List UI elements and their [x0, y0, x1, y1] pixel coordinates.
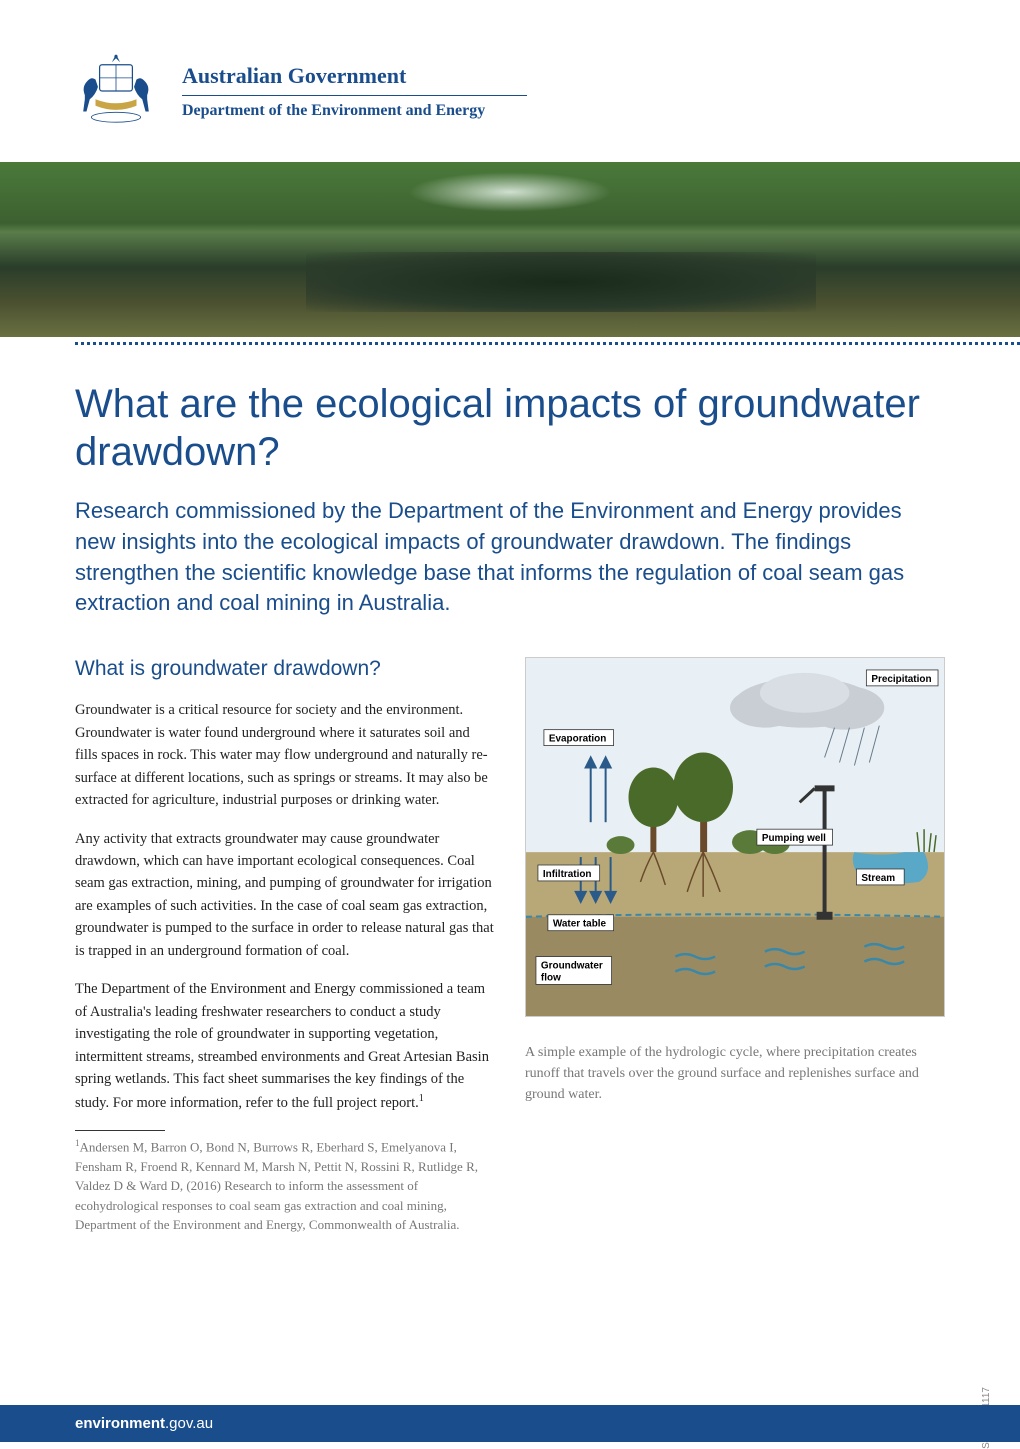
label-precipitation: Precipitation [871, 674, 931, 685]
banner-image [0, 162, 1020, 337]
label-pumping-well: Pumping well [762, 833, 826, 844]
footer-domain-rest: .gov.au [165, 1415, 213, 1432]
label-evaporation: Evaporation [549, 734, 606, 745]
footnote-text: Andersen M, Barron O, Bond N, Burrows R,… [75, 1139, 478, 1232]
body-paragraph-1: Groundwater is a critical resource for s… [75, 699, 495, 811]
svg-text:Groundwater: Groundwater [541, 961, 603, 972]
diagram-caption: A simple example of the hydrologic cycle… [525, 1042, 945, 1105]
page-title: What are the ecological impacts of groun… [75, 380, 945, 476]
page-footer: environment.gov.au [0, 1405, 1020, 1442]
label-water-table: Water table [553, 919, 607, 930]
label-infiltration: Infiltration [543, 869, 592, 880]
crest-icon [75, 50, 157, 132]
body-paragraph-2: Any activity that extracts groundwater m… [75, 828, 495, 963]
intro-paragraph: Research commissioned by the Department … [75, 496, 945, 619]
footer-domain-bold: environment [75, 1415, 165, 1432]
body-paragraph-3: The Department of the Environment and En… [75, 978, 495, 1114]
footnote-marker: 1 [419, 1093, 424, 1104]
government-title: Australian Government [182, 63, 527, 96]
svg-text:flow: flow [541, 973, 561, 984]
footnote: 1Andersen M, Barron O, Bond N, Burrows R… [75, 1137, 495, 1235]
para3-text: The Department of the Environment and En… [75, 981, 489, 1110]
hydrologic-cycle-diagram: Precipitation Evaporation Pumping well I… [525, 657, 945, 1017]
document-header: Australian Government Department of the … [0, 0, 1020, 152]
label-stream: Stream [861, 873, 895, 884]
department-title: Department of the Environment and Energy [182, 96, 527, 120]
footnote-rule [75, 1130, 165, 1131]
section-heading: What is groundwater drawdown? [75, 657, 495, 681]
